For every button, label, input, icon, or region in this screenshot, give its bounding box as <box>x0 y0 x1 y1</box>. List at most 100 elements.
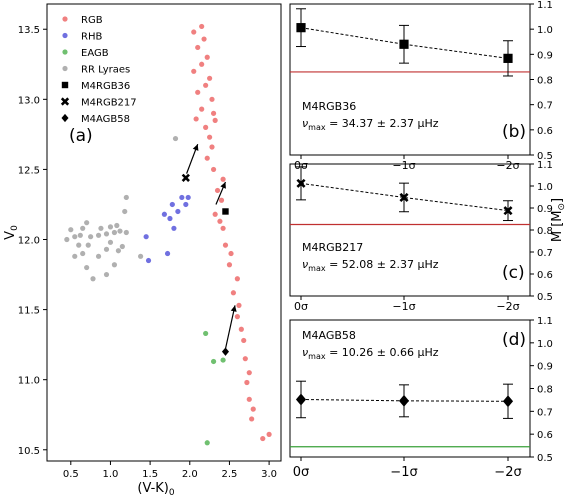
numax-annotation: νmax = 34.37 ± 2.37 μHz <box>302 117 439 132</box>
data-point-rr-lyraes <box>95 253 102 259</box>
cross-stroke <box>181 173 190 182</box>
panel-label: (d) <box>502 330 526 350</box>
y-tick-label: 0.7 <box>537 407 553 418</box>
data-point-rgb <box>226 262 233 268</box>
data-point-m4rgb217 <box>181 173 190 182</box>
y-axis-label: V0 <box>3 225 20 240</box>
data-point <box>296 23 306 33</box>
data-point-rhb <box>185 194 191 201</box>
data-point-rgb <box>203 124 209 130</box>
y-tick-label: 0.6 <box>537 126 553 137</box>
x-tick-label: −1σ <box>392 159 415 172</box>
data-point-rgb <box>193 116 199 122</box>
x-tick-label: 0.5 <box>63 469 79 480</box>
y-tick-label: 13.5 <box>18 25 40 36</box>
panel-frame <box>289 3 531 156</box>
data-point-eagb <box>203 330 209 337</box>
legend: RGB RHB EAGB RR Lyraes M4RGB36 M4RGB217 M4AGB5… <box>60 15 137 125</box>
data-point-rr-lyraes <box>84 264 90 271</box>
x-tick-label: −1σ <box>392 300 415 313</box>
arrow-head <box>220 182 226 189</box>
data-point-rgb <box>228 250 234 257</box>
cross-stroke <box>296 178 306 188</box>
data-point-rgb <box>212 211 218 217</box>
panel-a-frame <box>46 3 282 462</box>
x-tick-label: −1σ <box>390 465 417 480</box>
x-tick-label: −2σ <box>496 300 519 313</box>
data-point-rgb <box>201 36 207 42</box>
panel-d: 0.5 0.6 0.7 0.8 0.9 1.0 1.1 0σ −1σ −2σ M4AGB58 νmax… <box>289 316 553 480</box>
star-name: M4RGB36 <box>302 100 356 113</box>
y-tick-label: 10.5 <box>18 446 40 457</box>
legend-marker <box>62 32 68 39</box>
x-axis-label: (V-K)0 <box>137 481 175 498</box>
data-point-rr-lyraes <box>103 271 110 278</box>
data-point-rgb <box>246 396 252 402</box>
data-point-m4agb58 <box>221 347 229 356</box>
data-point-rgb <box>260 435 266 442</box>
x-tick-label: 2.0 <box>182 469 198 480</box>
x-tick-label: −2σ <box>494 465 521 480</box>
panel-c: 0.5 0.6 0.7 0.8 0.9 1.0 1.1 0σ −1σ −2σ M4RGB217 νma… <box>289 160 567 313</box>
data-point-rr-lyraes <box>107 224 114 230</box>
data-point-rr-lyraes <box>107 239 114 245</box>
y-tick-label: 0.9 <box>537 204 553 215</box>
data-point-rgb <box>220 225 226 231</box>
data-point-rr-lyraes <box>103 246 110 252</box>
legend-label: RHB <box>81 32 102 43</box>
data-point-rgb <box>214 187 221 194</box>
legend-marker <box>60 97 70 106</box>
legend-marker <box>61 113 69 123</box>
y-tick-label: 1.1 <box>537 316 553 327</box>
data-point-rr-lyraes <box>72 253 78 259</box>
data-point-rr-lyraes <box>103 231 110 237</box>
cross-stroke <box>399 192 409 202</box>
panel-b: 0.5 0.6 0.7 0.8 0.9 1.0 1.1 0σ −1σ −2σ M4RGB36 νmax… <box>289 0 553 172</box>
data-point-rgb <box>217 218 223 224</box>
data-point-rr-lyraes <box>76 242 82 248</box>
data-point-rgb <box>191 68 197 74</box>
data-point-rr-lyraes <box>80 250 86 257</box>
data-point-rgb <box>199 61 205 67</box>
data-point-rr-lyraes <box>119 243 125 250</box>
x-tick-label: 1.5 <box>142 469 158 480</box>
y-axis-label: M [M⊙] <box>550 198 567 242</box>
star-name: M4AGB58 <box>302 329 356 342</box>
data-point-rhb <box>143 234 149 240</box>
y-tick-label: 1.1 <box>537 0 553 11</box>
data-point-rgb <box>230 290 237 296</box>
data-point-rgb <box>199 23 205 30</box>
y-tick-label: 1.1 <box>537 160 553 171</box>
data-point-rgb <box>220 176 226 182</box>
data-point-rgb <box>212 117 218 123</box>
data-point-rr-lyraes <box>80 225 86 231</box>
data-point <box>502 395 514 408</box>
y-tick-label: 0.9 <box>537 362 553 373</box>
y-tick-label: 0.5 <box>537 151 553 162</box>
y-tick-label: 0.6 <box>537 430 553 441</box>
data-point-rgb <box>207 75 213 81</box>
data-point-rr-lyraes <box>84 220 90 226</box>
arrow-head <box>230 305 237 312</box>
data-point-rhb <box>171 225 177 231</box>
data-point-rgb <box>210 166 217 173</box>
data-point-rhb <box>175 208 181 215</box>
legend-label: RR Lyraes <box>81 65 130 76</box>
legend-marker <box>62 65 68 72</box>
data-point-rgb <box>195 44 201 51</box>
data-point-rhb <box>164 250 171 257</box>
data-point-rhb <box>169 201 175 208</box>
data-point-rgb <box>250 406 256 412</box>
data-point <box>296 178 306 188</box>
data-point-rr-lyraes <box>95 232 102 238</box>
data-point-rgb <box>236 302 242 308</box>
data-point-rr-lyraes <box>117 228 123 234</box>
data-point-m4rgb36 <box>222 208 229 215</box>
y-tick-label: 0.9 <box>537 50 553 61</box>
data-point-eagb <box>210 358 217 365</box>
data-point-rgb <box>209 144 215 150</box>
panel-label-a: (a) <box>69 126 93 146</box>
data-point-rr-lyraes <box>114 222 120 229</box>
data-point-rhb <box>145 257 152 264</box>
legend-label: M4RGB217 <box>81 98 137 109</box>
